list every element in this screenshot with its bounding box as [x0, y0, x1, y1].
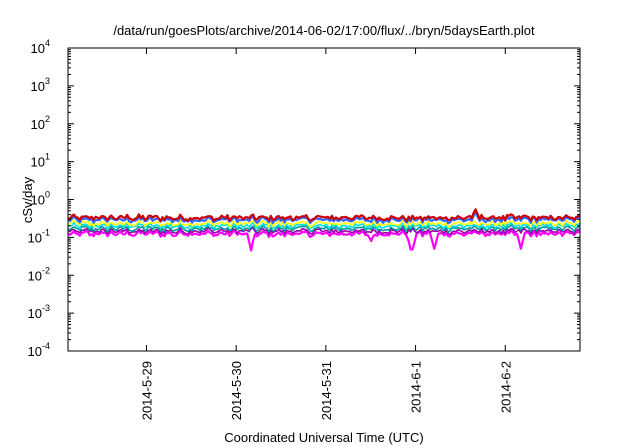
series-line — [67, 227, 581, 236]
series-line — [67, 219, 581, 228]
x-tick-label: 2014-6-2 — [498, 361, 513, 413]
y-tick-label: 103 — [31, 76, 50, 94]
series-line — [67, 224, 581, 234]
series-line — [67, 208, 581, 223]
y-tick-label: 102 — [31, 114, 50, 132]
y-tick-label: 10-3 — [28, 303, 50, 321]
y-tick-label: 101 — [31, 152, 50, 170]
series-line — [67, 221, 581, 230]
chart-title: /data/run/goesPlots/archive/2014-06-02/1… — [113, 23, 535, 38]
x-tick-label: 2014-5-31 — [319, 361, 334, 420]
y-axis-label: cSv/day — [20, 176, 35, 223]
x-tick-label: 2014-5-30 — [229, 361, 244, 420]
y-axis: 10-4 10-3 10-2 10-1 100 101 102 103 104 — [28, 38, 580, 359]
x-axis: 2014-5-29 2014-5-30 2014-5-31 2014-6-1 2014-… — [139, 48, 513, 420]
x-tick-label: 2014-6-1 — [409, 361, 424, 413]
y-tick-label: 10-4 — [28, 341, 50, 359]
y-tick-label: 104 — [31, 38, 50, 56]
plot-frame — [67, 47, 581, 352]
x-axis-label: Coordinated Universal Time (UTC) — [224, 430, 423, 445]
series-line — [67, 228, 581, 252]
y-tick-label: 10-1 — [28, 227, 50, 245]
y-tick-label: 10-2 — [28, 265, 50, 283]
series-layer — [67, 208, 581, 252]
x-tick-label: 2014-5-29 — [139, 361, 154, 420]
series-line — [67, 211, 581, 225]
y-tick-label: 100 — [31, 190, 50, 208]
